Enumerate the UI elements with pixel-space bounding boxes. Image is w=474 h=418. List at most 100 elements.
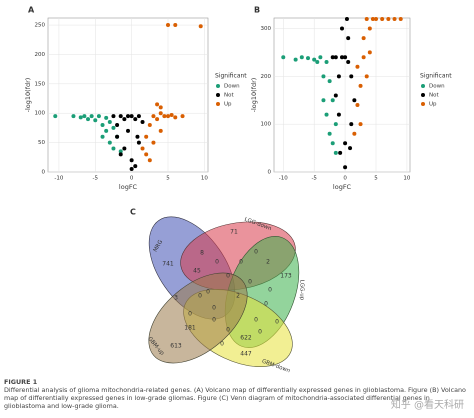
region-count: 0: [220, 341, 224, 348]
point: [281, 55, 286, 60]
point: [147, 158, 152, 163]
region-count: 613: [170, 343, 182, 350]
point: [126, 114, 130, 119]
x-tick-label: 10: [403, 176, 410, 182]
x-tick-label: -10: [279, 176, 288, 182]
legend-swatch: [421, 102, 425, 106]
y-tick-label: 150: [35, 81, 46, 87]
region-count: 173: [280, 273, 292, 280]
region-count: 181: [184, 325, 196, 332]
region-count: 71: [230, 229, 238, 236]
point: [126, 128, 130, 133]
point: [166, 114, 170, 119]
x-tick-label: 10: [201, 176, 208, 182]
point: [155, 117, 160, 122]
x-tick-label: -10: [54, 176, 63, 182]
point: [71, 114, 76, 119]
point: [82, 114, 87, 119]
point: [198, 24, 203, 29]
point: [336, 112, 341, 117]
x-tick-label: 0: [343, 176, 347, 182]
region-count: 0: [275, 319, 279, 326]
point: [349, 74, 354, 79]
y-axis-label: -log10(fdr): [250, 78, 258, 113]
point: [129, 167, 134, 172]
region-count: 0: [254, 317, 258, 324]
region-count: 0: [226, 327, 230, 334]
point: [100, 134, 105, 139]
caption-text: Differential analysis of glioma mitochon…: [4, 386, 466, 410]
point: [344, 16, 349, 21]
y-axis-label: -log10(fdr): [24, 78, 32, 113]
region-count: 741: [162, 261, 174, 268]
point: [330, 141, 335, 146]
venn-shapes: [148, 216, 300, 367]
point: [330, 98, 335, 103]
legend-swatch: [421, 84, 425, 88]
point: [111, 146, 116, 151]
point: [364, 16, 369, 21]
region-count: 3: [174, 295, 178, 302]
point: [386, 16, 391, 21]
point: [140, 120, 145, 125]
point: [158, 111, 163, 116]
point: [147, 122, 152, 127]
set-label: MRG: [153, 239, 165, 253]
y-tick-label: 200: [261, 74, 272, 80]
point: [315, 60, 320, 64]
point: [361, 36, 366, 41]
point: [343, 165, 348, 170]
point: [349, 122, 354, 127]
point: [358, 122, 363, 127]
panel-label: A: [28, 6, 35, 15]
point: [340, 55, 344, 60]
point: [327, 79, 332, 84]
x-axis-label: logFC: [333, 183, 352, 191]
legend-swatch: [216, 102, 220, 106]
point: [162, 114, 167, 119]
point: [104, 128, 109, 133]
point: [115, 134, 120, 139]
point: [107, 120, 112, 125]
point: [96, 114, 101, 119]
y-tick-label: 100: [35, 111, 46, 117]
point: [115, 122, 120, 127]
point: [338, 150, 343, 155]
point: [367, 26, 372, 31]
legend-label: Not: [429, 93, 439, 99]
panel-label: C: [130, 208, 136, 217]
y-tick-label: 50: [38, 140, 45, 146]
point: [306, 56, 310, 61]
point: [173, 115, 178, 120]
point: [173, 23, 178, 28]
region-count: 0: [254, 249, 258, 256]
point: [299, 55, 304, 60]
x-tick-label: 5: [374, 176, 378, 182]
point: [122, 117, 127, 122]
point: [352, 98, 357, 103]
point: [333, 93, 338, 98]
point: [169, 112, 174, 117]
point: [111, 114, 116, 119]
point: [133, 164, 138, 169]
point: [107, 140, 112, 145]
x-tick-label: 0: [130, 176, 134, 182]
point: [155, 102, 160, 107]
region-count: 0: [226, 273, 230, 280]
point: [321, 74, 326, 79]
plot-area: [47, 17, 209, 173]
point: [293, 57, 298, 62]
point: [398, 16, 403, 21]
point: [122, 146, 127, 151]
point: [166, 23, 170, 28]
point: [333, 55, 338, 60]
point: [144, 152, 149, 157]
region-count: 447: [240, 351, 252, 358]
legend-label: Up: [224, 102, 232, 108]
point: [93, 118, 98, 123]
legend-title: Significant: [215, 73, 247, 80]
legend-label: Down: [224, 84, 240, 90]
point: [104, 115, 109, 120]
region-count: 622: [240, 335, 252, 342]
